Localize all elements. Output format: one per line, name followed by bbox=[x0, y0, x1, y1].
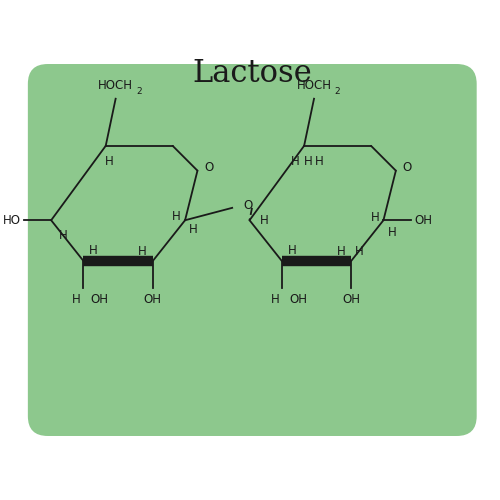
Text: O: O bbox=[402, 161, 411, 174]
Text: HOCH: HOCH bbox=[296, 79, 332, 92]
FancyBboxPatch shape bbox=[28, 64, 476, 436]
Text: H: H bbox=[304, 155, 312, 168]
Text: H: H bbox=[72, 293, 81, 306]
Text: OH: OH bbox=[414, 214, 432, 226]
Text: H: H bbox=[106, 155, 114, 168]
Text: H: H bbox=[90, 244, 98, 257]
Text: H: H bbox=[388, 226, 396, 239]
Text: O: O bbox=[204, 161, 213, 174]
Text: OH: OH bbox=[91, 293, 109, 306]
Text: 2: 2 bbox=[335, 88, 340, 96]
Text: H: H bbox=[315, 155, 324, 168]
Text: Lactose: Lactose bbox=[192, 58, 312, 90]
Text: H: H bbox=[270, 293, 280, 306]
Text: H: H bbox=[260, 214, 268, 226]
Text: H: H bbox=[189, 222, 198, 235]
Text: 2: 2 bbox=[136, 88, 142, 96]
Text: HOCH: HOCH bbox=[98, 79, 133, 92]
Text: H: H bbox=[336, 245, 345, 258]
Text: H: H bbox=[370, 211, 380, 224]
Text: H: H bbox=[172, 210, 181, 223]
Text: H: H bbox=[138, 245, 147, 258]
Text: H: H bbox=[355, 245, 364, 258]
Text: H: H bbox=[288, 244, 296, 257]
Text: H: H bbox=[290, 155, 299, 168]
Text: H: H bbox=[58, 229, 68, 242]
Text: OH: OH bbox=[289, 293, 307, 306]
Text: OH: OH bbox=[144, 293, 162, 306]
Text: O: O bbox=[244, 200, 253, 212]
Text: OH: OH bbox=[342, 293, 360, 306]
Text: HO: HO bbox=[2, 214, 21, 226]
